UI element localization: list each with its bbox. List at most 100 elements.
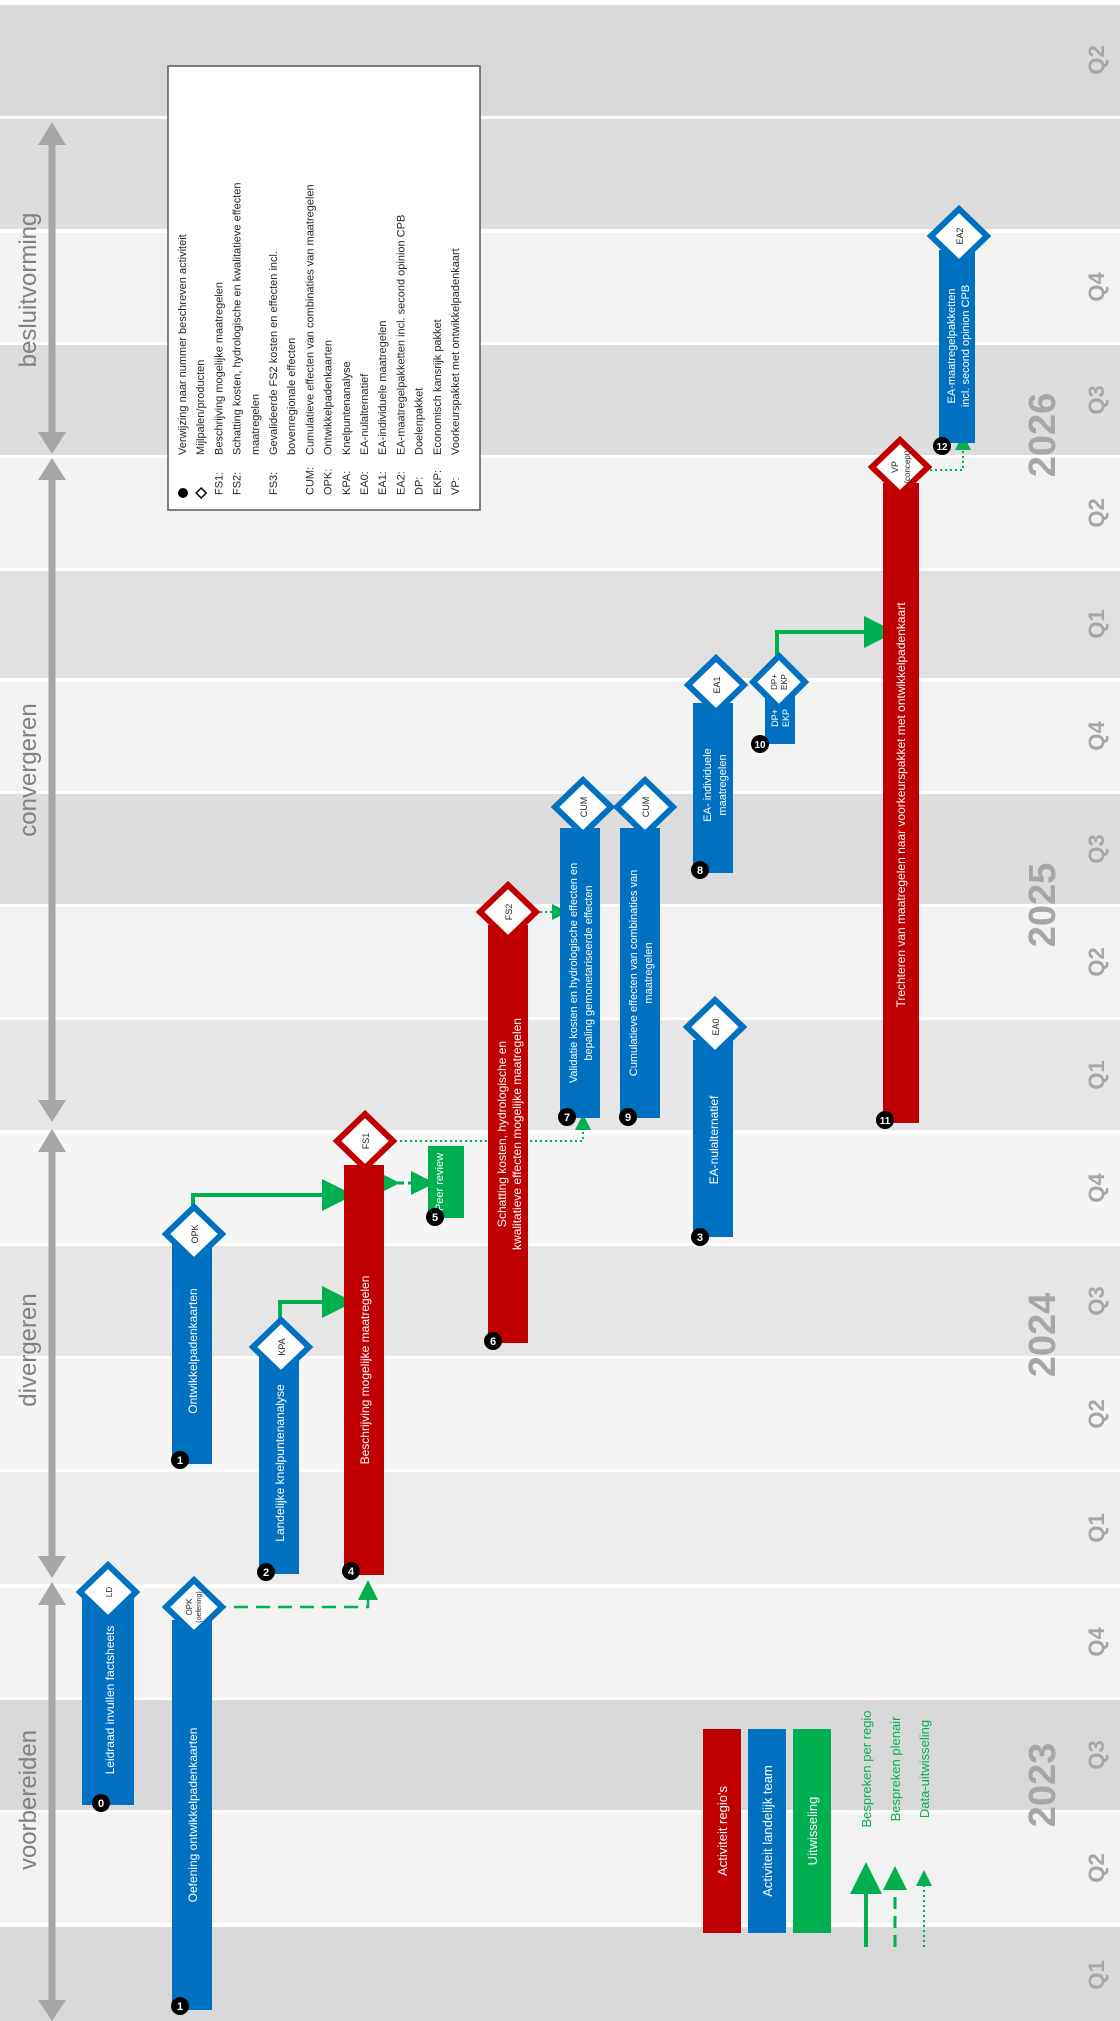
activity-fs3-number: 7	[564, 1112, 570, 1124]
activity-ea1-label2: maatregelen	[717, 754, 729, 815]
activity-ea0-label: EA-nulalternatief	[707, 1095, 721, 1184]
activity-ea1: EA- individuele maatregelen EA1 8	[683, 653, 749, 879]
activity-number-icon	[558, 1108, 576, 1126]
year-2024-label: 2024	[1022, 1293, 1064, 1378]
activity-ea1-label: EA- individuele	[702, 748, 714, 821]
band-2026-q1	[0, 570, 1120, 680]
legend-box-item: Mijlpalen/producten	[195, 360, 208, 500]
quarter-label: Q2	[1084, 947, 1109, 976]
year-2026-label: 2026	[1022, 393, 1064, 478]
activity-number-icon	[933, 437, 951, 455]
activity-number-icon	[619, 1108, 637, 1126]
legend-box-item: KPA: Knelpuntenanalyse	[341, 361, 353, 495]
activity-trechteren-label: Trechteren van maatregelen naar voorkeur…	[894, 602, 908, 1008]
milestone-ea2-icon	[926, 204, 992, 268]
activity-fs2-number: 6	[490, 1336, 496, 1348]
activity-ea0-number: 3	[697, 1232, 703, 1244]
activity-fs3: Validatie kosten en hydrologische effect…	[550, 775, 616, 1126]
phase-divergeren-label: divergeren	[15, 1293, 42, 1406]
activity-ea2-number: 12	[936, 442, 948, 453]
activity-fs2-label: Schatting kosten, hydrologische en	[495, 1041, 509, 1227]
legend-box-text: EA-maatregelpakketten incl. second opini…	[395, 215, 407, 455]
legend-box-item: maatregelen	[250, 394, 262, 455]
legend-box-text: Voorkeurspakket met ontwikkelpadenkaart	[450, 248, 462, 455]
milestone-ea0-icon	[682, 995, 748, 1059]
quarter-labels: Q1 Q2 Q3 Q4 Q1 Q2 Q3 Q4 Q1 Q2 Q3 Q4 Q1 Q2 Q3 Q4 Q2	[1084, 45, 1109, 1989]
activity-ea2-label2: incl. second opinion CPB	[960, 285, 972, 407]
activity-kpa-number: 2	[263, 1567, 269, 1579]
legend-box-item: EA1: EA-individuele maatregelen	[377, 320, 389, 495]
quarter-label: Q1	[1084, 1513, 1109, 1542]
legend-regio-swatch	[703, 1729, 741, 1933]
activity-number-icon	[342, 1562, 360, 1580]
legend-uitwisseling-swatch	[793, 1729, 831, 1933]
band-2024-q2	[0, 1358, 1120, 1471]
activity-number-icon	[171, 1997, 189, 2015]
milestone-cum-icon	[612, 775, 678, 839]
activity-dp-label: DP+	[770, 709, 780, 727]
legend-box-item: EKP: Economisch kansrijk pakket	[432, 319, 444, 495]
legend-box-key: CUM:	[304, 467, 316, 495]
milestone-dp-sub: EKP	[780, 674, 789, 690]
fs1-to-validatie-connector	[390, 1114, 591, 1142]
milestone-kpa-icon	[248, 1315, 314, 1379]
legend-box-item: DP: Doelenpakket	[414, 388, 426, 495]
activity-number-icon	[426, 1208, 444, 1226]
legend-box-item: FS1: Beschrijving mogelijke maatregelen	[213, 282, 225, 495]
activity-peer-review-label: Peer review	[434, 1153, 446, 1211]
milestone-fs1-icon	[332, 1109, 398, 1173]
legend-box-text: Beschrijving mogelijke maatregelen	[213, 282, 225, 455]
activity-number-icon	[691, 861, 709, 879]
legend-box-text: maatregelen	[250, 394, 262, 455]
milestone-opk-oefening-sub: (oefening)	[196, 1591, 203, 1623]
activity-number-icon	[691, 1228, 709, 1246]
milestone-dp-label: DP+	[770, 674, 779, 690]
quarter-label: Q3	[1084, 1286, 1109, 1315]
activity-cum-label: Cumulatieve effecten van combinaties van	[628, 870, 640, 1076]
activity-oefening: Oefening ontwikkelpadenkaarten OPK (oefe…	[161, 1575, 227, 2015]
year-2023-label: 2023	[1022, 1743, 1064, 1828]
legend-box-text: Doelenpakket	[414, 388, 426, 455]
legend-box-key: FS3:	[268, 472, 280, 495]
legend-box-item: CUM: Cumulatieve effecten van combinaties…	[304, 184, 316, 495]
quarter-label: Q4	[1084, 1627, 1109, 1657]
legend-box-key: VP:	[450, 477, 462, 495]
legend-box-key: DP:	[414, 477, 426, 495]
activity-fs2-label2: kwalitatieve effecten mogelijke maatrege…	[510, 1018, 524, 1250]
activity-leidraad-label: Leidraad invullen factsheets	[103, 1626, 117, 1775]
legend-box-text: Knelpuntenanalyse	[341, 361, 353, 455]
quarter-label: Q3	[1084, 385, 1109, 414]
legend-box: Verwijzing naar nummer beschreven activi…	[167, 65, 481, 511]
quarter-label: Q2	[1084, 1853, 1109, 1882]
activity-oefening-number: 1	[177, 2001, 183, 2013]
band-2024-q1	[0, 1471, 1120, 1586]
milestone-fs2-icon	[475, 880, 541, 944]
activity-peer-review: Peer review 5	[426, 1146, 464, 1226]
activity-cum-number: 9	[625, 1112, 631, 1124]
legend-landelijk-label: Activiteit landelijk team	[760, 1765, 775, 1897]
legend-box-item: EA2: EA-maatregelpakketten incl. second o…	[395, 215, 407, 495]
band-2023-q2	[0, 1812, 1120, 1925]
quarter-label: Q4	[1084, 1173, 1109, 1203]
opk-oefening-to-fs1-connector	[212, 1580, 378, 1609]
legend-box-item: EA0: EA-nulalternatief	[359, 373, 371, 495]
legend-box-text: Gevalideerde FS2 kosten en effecten incl…	[268, 251, 280, 455]
legend-dashed-label: Bespreken plenair	[888, 1716, 903, 1821]
activity-trechteren-number: 11	[880, 1116, 891, 1127]
legend-box-item: OPK: Ontwikkelpadenkaarten	[323, 340, 335, 495]
activity-leidraad: Leidraad invullen factsheets LD 0	[75, 1560, 141, 1812]
activity-oefening-label: Oefening ontwikkelpadenkaarten	[186, 1728, 200, 1903]
milestone-kpa-label: KPA	[277, 1338, 287, 1355]
activity-cum: Cumulatieve effecten van combinaties van…	[612, 775, 678, 1126]
milestone-vp-label: VP	[890, 461, 900, 473]
activity-ea2-label: EA-maatregelpakketten	[946, 289, 958, 404]
activity-peer-review-number: 5	[432, 1212, 438, 1224]
milestone-ld-label: LD	[105, 1587, 114, 1597]
legend-box-key: EA2:	[395, 471, 407, 495]
activity-ea1-number: 8	[697, 865, 703, 877]
legend-box-key: OPK:	[323, 469, 335, 495]
legend-box-item: FS3: Gevalideerde FS2 kosten en effecten …	[268, 251, 280, 495]
activity-dp-label2: EKP	[781, 709, 791, 727]
legend-dotted-label: Data-uitwisseling	[917, 1720, 932, 1818]
